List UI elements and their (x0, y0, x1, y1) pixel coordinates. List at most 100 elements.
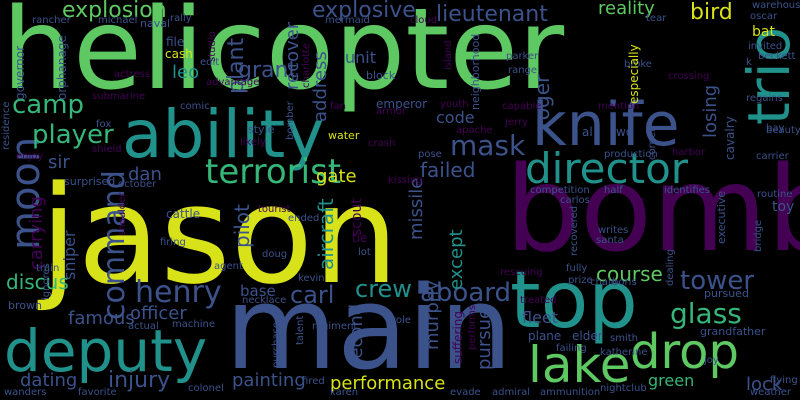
word-shoulder: shoulder (117, 192, 128, 236)
word-failing: failing (556, 343, 587, 354)
word-jerry: jerry (505, 117, 528, 128)
word-necklace: necklace (242, 295, 287, 306)
word-agent: agent (214, 261, 243, 272)
word-ignores: ignores (41, 263, 52, 300)
word-carlos: carlos (560, 195, 590, 206)
word-parker: parker (506, 51, 539, 62)
word-ended: ended (288, 213, 320, 224)
word-plane: plane (528, 329, 562, 343)
word-santa: santa (596, 235, 624, 246)
word-ammunition: ammunition (540, 387, 601, 398)
word-corner: corner (647, 127, 658, 160)
word-address: address (310, 51, 331, 122)
word-green: green (648, 371, 695, 390)
word-firing: firing (160, 237, 186, 248)
word-warehouse: warehouse (752, 0, 800, 11)
word-joy: joy (704, 355, 719, 366)
word-charlotte: charlotte (301, 43, 312, 88)
word-enjoy: enjoy (16, 151, 44, 162)
word-pursued: pursued (704, 287, 749, 300)
word-fleet: fleet (522, 308, 559, 327)
word-henry: henry (135, 275, 222, 310)
word-island: island (443, 40, 454, 70)
word-actual: actual (128, 321, 159, 332)
word-half: half (604, 185, 623, 196)
word-injury: injury (108, 368, 171, 393)
word-doug: doug (262, 249, 288, 260)
word-mask: mask (450, 129, 526, 162)
word-smith: smith (610, 333, 638, 344)
word-deputy: deputy (4, 317, 208, 385)
word-competition: competition (530, 185, 590, 196)
word-pilot: pilot (230, 204, 254, 248)
word-production: production (604, 149, 658, 160)
word-purchase: purchase (271, 322, 282, 368)
word-performance: performance (330, 373, 446, 394)
word-block: block (366, 69, 396, 82)
word-role: role (392, 315, 411, 326)
word-carrier: carrier (756, 151, 789, 162)
word-surprised: surprised (64, 175, 116, 188)
word-style: style (248, 123, 275, 136)
word-officer: officer (130, 303, 187, 324)
word-apache: apache (456, 125, 493, 136)
word-tower: tower (680, 266, 755, 296)
word-tourist: tourist (258, 204, 291, 215)
word-submarine: submarine (92, 91, 146, 102)
word-pursue: pursue (474, 307, 495, 370)
word-bird: bird (690, 0, 733, 25)
word-train: train (36, 263, 60, 274)
word-bridge: bridge (753, 219, 764, 252)
word-rancher: rancher (32, 15, 71, 26)
word-mention: mention (598, 101, 640, 112)
word-dealing: dealing (665, 249, 676, 286)
word-invited: invited (748, 41, 783, 52)
word-crash: crash (368, 138, 396, 149)
word-karen: karen (330, 387, 359, 398)
word-code: code (436, 108, 475, 127)
word-water: water (328, 129, 360, 142)
word-file: file (166, 35, 185, 49)
word-studio: studio (207, 31, 218, 62)
word-toy: toy (772, 199, 795, 215)
word-dan: dan (128, 164, 162, 185)
word-grandfather: grandfather (700, 325, 766, 338)
word-reality: reality (598, 0, 655, 19)
word-favorite: favorite (78, 387, 117, 398)
word-lake: lake (528, 336, 631, 394)
word-broke: broke (624, 59, 652, 70)
word-carrying: carrying (26, 196, 47, 270)
word-sniper: sniper (60, 230, 79, 281)
word-leo: leo (172, 62, 200, 83)
word-evade: evade (450, 387, 481, 398)
word-grant: grant (238, 58, 298, 83)
word-course: course (596, 262, 663, 286)
word-regiment: regiment (312, 321, 358, 332)
word-knife: knife (532, 90, 680, 160)
word-likely: likely (240, 137, 266, 148)
word-fully: fully (566, 263, 588, 274)
word-rescuing: rescuing (500, 267, 543, 278)
word-jason: jason (40, 157, 399, 314)
word-especially: especially (627, 44, 641, 104)
word-fired: fired (302, 376, 325, 387)
word-discus: discus (6, 270, 69, 294)
word-failed: failed (420, 158, 476, 182)
word-helicopter: helicopter (2, 0, 565, 115)
word-shield: shield (92, 144, 122, 155)
word-cavalry: cavalry (723, 116, 737, 160)
word-crossing: crossing (668, 71, 710, 82)
word-lot: lot (358, 247, 371, 258)
word-nightclub: nightclub (600, 383, 647, 394)
word-unit: unit (345, 48, 376, 67)
word-mermaid: mermaid (325, 15, 370, 26)
word-cash: cash (165, 47, 193, 61)
word-pose: pose (418, 149, 442, 160)
word-kissing: kissing (388, 175, 423, 186)
word-comic: comic (180, 101, 210, 112)
word-advantage: advantage (206, 77, 260, 88)
word-wanders: wanders (4, 387, 47, 398)
word-recovered: recovered (569, 205, 580, 256)
word-cattle: cattle (166, 207, 201, 221)
